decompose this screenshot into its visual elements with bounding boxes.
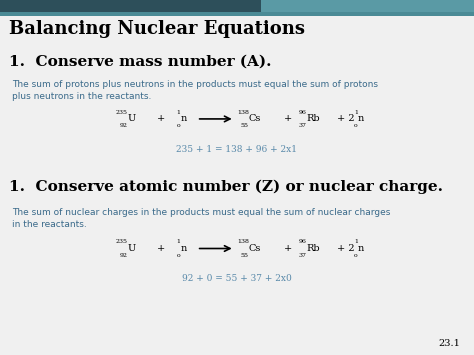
Text: 1.  Conserve mass number (A).: 1. Conserve mass number (A).: [9, 55, 272, 69]
Text: U: U: [128, 244, 136, 253]
Text: Balancing Nuclear Equations: Balancing Nuclear Equations: [9, 20, 305, 38]
Text: U: U: [128, 114, 136, 124]
Text: +: +: [284, 244, 292, 253]
Text: 235: 235: [116, 239, 128, 244]
Text: 37: 37: [299, 123, 307, 128]
Text: n: n: [180, 244, 186, 253]
Text: 235 + 1 = 138 + 96 + 2x1: 235 + 1 = 138 + 96 + 2x1: [176, 144, 298, 154]
Text: 96: 96: [299, 239, 307, 244]
Text: 23.1: 23.1: [438, 339, 460, 348]
Text: 138: 138: [237, 239, 249, 244]
Text: 1: 1: [354, 239, 358, 244]
Text: n: n: [358, 244, 364, 253]
Text: 92 + 0 = 55 + 37 + 2x0: 92 + 0 = 55 + 37 + 2x0: [182, 274, 292, 283]
Text: 235: 235: [116, 110, 128, 115]
Text: Rb: Rb: [307, 244, 320, 253]
Text: 96: 96: [299, 110, 307, 115]
Text: o: o: [176, 253, 180, 258]
Text: o: o: [354, 123, 358, 128]
Text: The sum of protons plus neutrons in the products must equal the sum of protons
p: The sum of protons plus neutrons in the …: [12, 80, 378, 102]
Text: + 2: + 2: [337, 244, 354, 253]
Text: +: +: [284, 114, 292, 124]
Text: + 2: + 2: [337, 114, 354, 124]
Text: 37: 37: [299, 253, 307, 258]
Bar: [261, 0, 474, 12]
Bar: [0, 0, 261, 12]
Text: 1: 1: [176, 110, 180, 115]
Text: 138: 138: [237, 110, 249, 115]
Text: 92: 92: [120, 253, 128, 258]
Text: 55: 55: [241, 123, 249, 128]
Text: 92: 92: [120, 123, 128, 128]
Text: Cs: Cs: [249, 114, 261, 124]
Text: +: +: [157, 114, 165, 124]
Bar: [0, 12, 474, 16]
Text: n: n: [180, 114, 186, 124]
Text: Rb: Rb: [307, 114, 320, 124]
Text: o: o: [354, 253, 358, 258]
Text: o: o: [176, 123, 180, 128]
Text: The sum of nuclear charges in the products must equal the sum of nuclear charges: The sum of nuclear charges in the produc…: [12, 208, 390, 229]
Text: 1: 1: [176, 239, 180, 244]
Text: +: +: [157, 244, 165, 253]
Text: Cs: Cs: [249, 244, 261, 253]
Text: 1.  Conserve atomic number (Z) or nuclear charge.: 1. Conserve atomic number (Z) or nuclear…: [9, 179, 444, 194]
Text: n: n: [358, 114, 364, 124]
Text: 1: 1: [354, 110, 358, 115]
Text: 55: 55: [241, 253, 249, 258]
